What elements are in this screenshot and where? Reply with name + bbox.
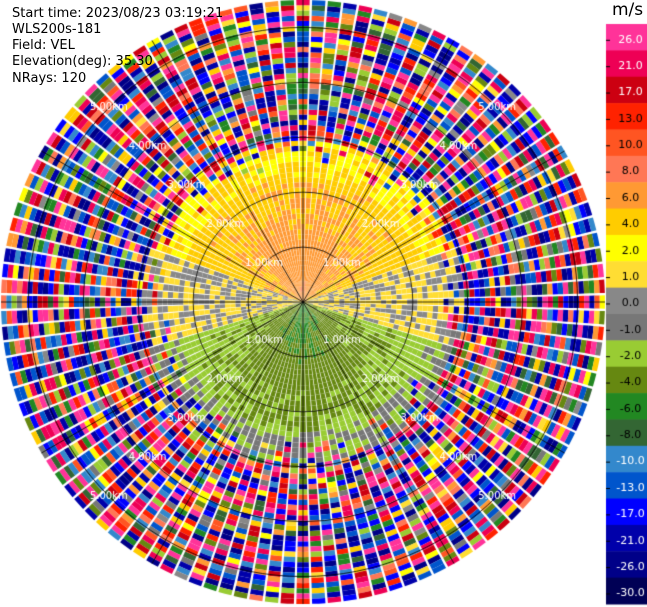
start-time-label: Start time: 2023/08/23 03:19:21 xyxy=(12,6,224,21)
instrument-label: WLS200s-181 xyxy=(12,22,102,37)
field-label: Field: VEL xyxy=(12,38,75,53)
elevation-label: Elevation(deg): 35.30 xyxy=(12,54,153,69)
nrays-label: NRays: 120 xyxy=(12,71,87,86)
colorbar-unit: m/s xyxy=(612,0,644,20)
